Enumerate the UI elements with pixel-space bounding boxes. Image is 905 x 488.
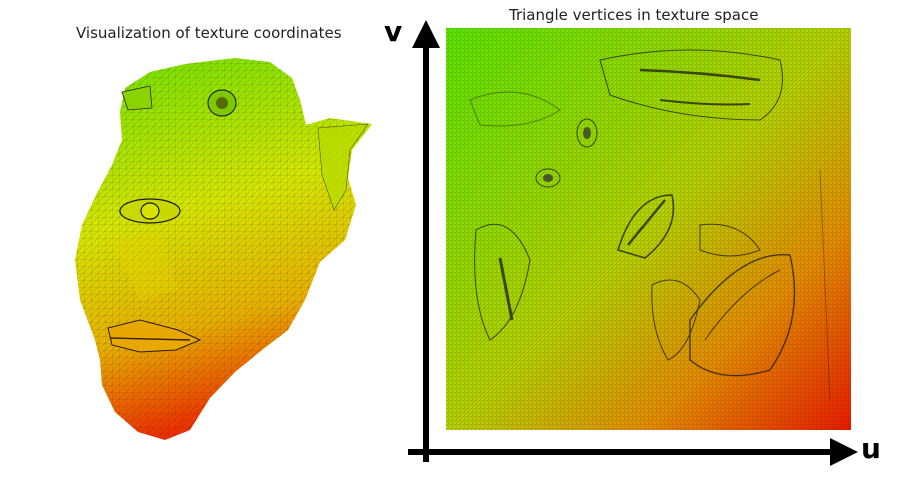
texture-space-square: [446, 28, 851, 430]
face-mesh: [75, 58, 372, 440]
left-caption: Visualization of texture coordinates: [76, 24, 342, 42]
u-axis-label: u: [861, 432, 881, 465]
right-caption: Triangle vertices in texture space: [509, 6, 759, 24]
v-axis-arrowhead: [412, 20, 440, 48]
v-axis-label: v: [384, 15, 403, 48]
u-axis-arrowhead: [830, 438, 858, 466]
axes: [408, 20, 858, 466]
